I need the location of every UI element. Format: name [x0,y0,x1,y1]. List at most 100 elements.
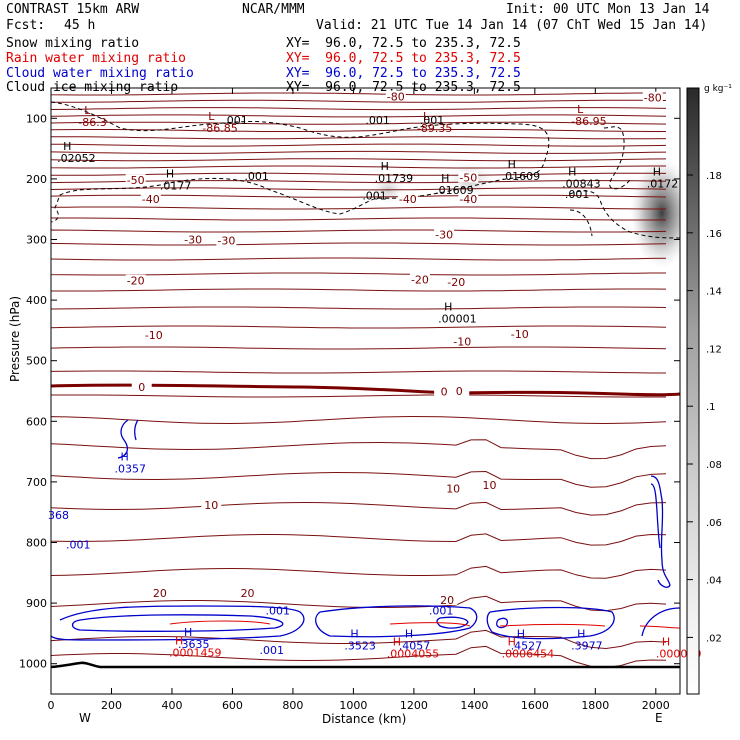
isotherm-label-bg [140,192,161,204]
isotherm-label-bg [409,273,430,285]
extremum-value: .0172 [647,177,679,190]
isotherm-label: -40 [399,193,417,206]
field-xy-rain: XY= 96.0, 72.5 to 235.3, 72.5 [286,51,521,66]
isotherm-label-bg [125,174,146,186]
extremum-value: .0357 [115,463,147,476]
east-label: E [655,711,663,725]
extremum-marker: L [84,104,91,117]
init-time: Init: 00 UTC Mon 13 Jan 14 [506,2,710,17]
y-tick-label: 800 [26,537,47,550]
isotherm-line [51,121,667,125]
contour-value-label: .001 [244,170,269,183]
isotherm-label: -40 [142,193,160,206]
isotherm-label: -40 [459,193,477,206]
extremum-value: .0001459 [169,646,222,659]
extremum-marker: L [423,110,430,123]
extremum-value: -89.35 [417,122,452,135]
y-tick-label: 1000 [19,658,47,671]
isotherm-label: 20 [440,594,454,607]
isotherm-label: 20 [241,587,255,600]
isotherm-label: -50 [127,174,145,187]
contour-value-label: .001 [266,604,291,617]
isotherm-label-bg [443,482,464,494]
isotherm-line [51,150,667,154]
extremum-marker: H [166,168,174,181]
isotherm-label-bg [458,192,479,204]
extremum-value: .01609 [435,184,474,197]
isotherm-line [51,165,666,169]
extremum-marker: H [63,140,71,153]
extremum-value: .0004055 [387,648,440,661]
isotherm-line [51,325,667,329]
colorbar-ticks: .18 .16 .14 .12 .1 .08 .06 .04 .02 [687,171,722,644]
x-tick-label: 2000 [642,699,670,712]
isotherm-label: -80 [387,90,405,103]
isotherm-label: -80 [644,92,662,105]
isotherm-label-bg [446,275,467,287]
x-tick-label: 1600 [521,699,549,712]
isotherm-line [51,242,667,246]
isotherm-label: -10 [511,328,529,341]
isotherm-label-bg [143,329,164,341]
isotherm-label-bg [642,91,663,103]
snow-boundary-contour-east [569,126,680,239]
x-tick-label: 1400 [460,699,488,712]
isotherm-label: -50 [459,172,477,185]
isotherm-label-bg [452,335,473,347]
isotherm-label-bg [131,380,152,392]
isotherm-label-bg [437,594,458,606]
y-tick-label: 600 [26,415,47,428]
extremum-value: .00001 [438,312,477,325]
extremum-marker: H [175,634,183,647]
isotherm-line [51,470,667,488]
contour-value-label: 368 [48,509,69,522]
isotherm-line [51,288,667,292]
isotherm-label: -10 [453,335,471,348]
isotherm-line [51,114,667,118]
org-label: NCAR/MMM [242,2,305,17]
snow-boundary-contour [51,101,550,223]
isotherm-label-bg [385,90,406,102]
isotherm-label-bg [449,385,470,396]
isotherm-label: 0 [138,381,145,394]
y-tick-label: 500 [26,355,47,368]
isotherm-label: 10 [446,483,460,496]
isotherm-label-bg [397,192,418,204]
x-tick-label: 1000 [339,699,367,712]
isotherm-label-bg [458,171,479,183]
x-tick-label: 0 [48,699,55,712]
rain-water-contour [169,620,680,629]
isotherm-label-bg [216,234,237,246]
colorbar-tick-label: .06 [706,518,722,529]
isotherm-label-bg [509,328,530,340]
isotherm-line [51,143,667,147]
isotherm-label-bg [125,274,146,286]
extremum-marker: H [444,300,452,313]
isotherm-line [51,346,667,350]
y-tick-label: 400 [26,294,47,307]
isotherm-line [51,92,666,96]
isotherm-label: 10 [204,499,218,512]
isotherm-label: -30 [217,235,235,248]
isotherm-label: -20 [127,275,145,288]
extremum-marker: H [517,628,525,641]
extremum-value: .4527 [511,640,542,653]
isotherm-label: -10 [145,329,163,342]
cloud-water-contour [641,607,680,637]
colorbar-tick-label: .18 [706,171,722,182]
isotherm-label: -20 [411,273,429,286]
isotherm-line [51,629,667,650]
y-axis-label: Pressure (hPa) [8,295,22,382]
x-tick-label: 1200 [400,699,428,712]
cloud-water-contour [436,616,469,629]
cloud-water-contour [315,605,478,638]
isotherm-label-bg [201,498,222,510]
extremum-value: .3635 [178,638,210,651]
isotherm-label-bg [479,478,500,490]
y-tick-label: 300 [26,234,47,247]
isotherm-label: -20 [447,276,465,289]
x-tick-label: 1800 [581,699,609,712]
isotherm-label-bg [183,233,204,245]
